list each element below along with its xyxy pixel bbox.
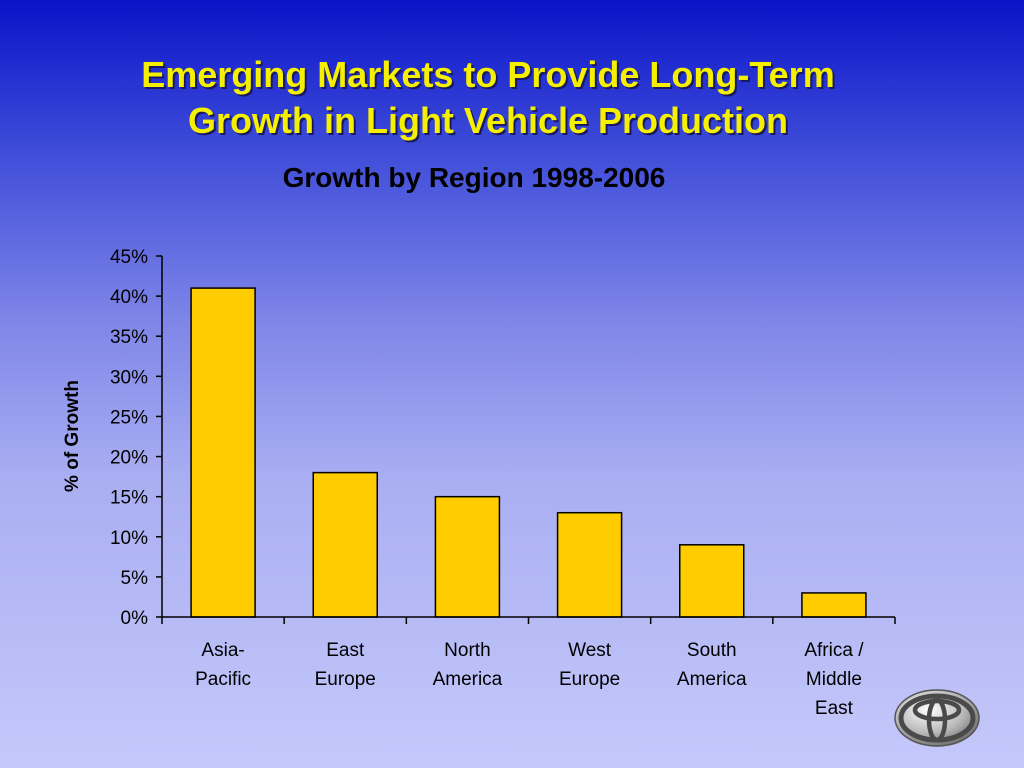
y-tick-label: 20%: [110, 448, 148, 469]
y-tick-label: 35%: [110, 327, 148, 348]
y-tick-label: 5%: [121, 568, 149, 589]
bar: [312, 471, 378, 618]
x-tick-label: North America: [433, 640, 503, 690]
x-tick-label: Africa / Middle East: [804, 640, 864, 719]
bar: [801, 592, 867, 618]
y-tick-label: 45%: [110, 247, 148, 268]
y-tick-label: 30%: [110, 367, 148, 388]
y-tick-label: 10%: [110, 528, 148, 549]
x-tick-label: East Europe: [315, 640, 376, 690]
x-tick-label: South America: [677, 640, 747, 690]
y-tick-label: 0%: [121, 608, 149, 629]
y-tick-label: 15%: [110, 488, 148, 509]
x-tick-label: Asia-Pacific: [195, 640, 251, 690]
slide-title-line-1: Emerging Markets to Provide Long-Term: [141, 54, 835, 95]
x-tick-label: West Europe: [559, 640, 620, 690]
y-tick-label: 25%: [110, 407, 148, 428]
bar: [679, 544, 745, 618]
y-axis-label: % of Growth: [62, 380, 83, 492]
chart-title: Growth by Region 1998-2006: [282, 162, 666, 193]
toyota-logo-icon: [894, 689, 980, 747]
y-tick-label: 40%: [110, 287, 148, 308]
slide-title: Emerging Markets to Provide Long-Term Gr…: [0, 52, 976, 144]
bar: [434, 495, 501, 618]
slide-title-line-2: Growth in Light Vehicle Production: [187, 100, 788, 141]
bar: [556, 511, 623, 618]
bar: [190, 287, 256, 618]
